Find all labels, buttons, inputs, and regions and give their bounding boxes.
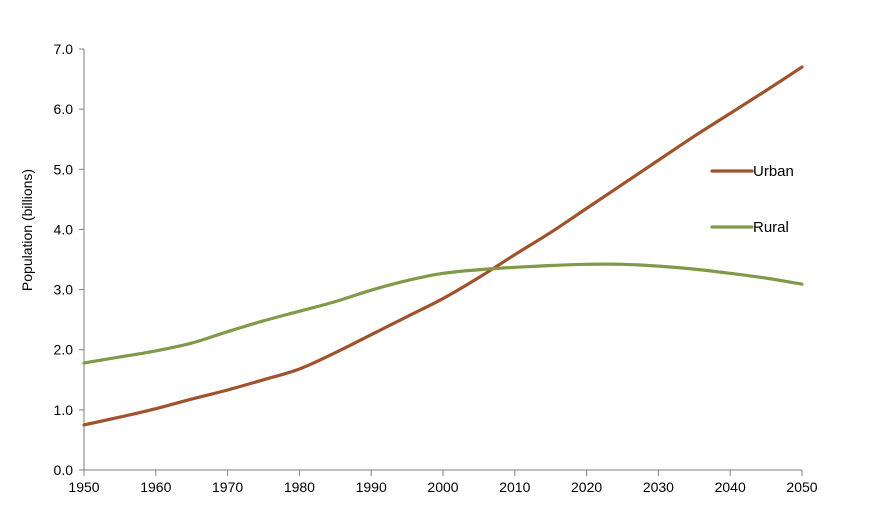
- x-tick-label: 2050: [786, 479, 817, 495]
- x-tick-label: 2010: [499, 479, 530, 495]
- series-lines: [82, 65, 804, 427]
- x-tick-label: 2020: [571, 479, 602, 495]
- x-tick-label: 1950: [68, 479, 99, 495]
- series-line-urban: [82, 65, 804, 427]
- legend-label: Rural: [753, 219, 789, 236]
- x-tick-label: 2040: [715, 479, 746, 495]
- x-tick-label: 2000: [427, 479, 458, 495]
- y-axis-title: Population (billions): [19, 169, 35, 291]
- y-tick-label: 4.0: [54, 221, 74, 237]
- x-axis: 1950 1960 1970 1980 1990 2000 2010 2020 2030 2040…: [68, 469, 818, 495]
- x-tick-label: 1990: [356, 479, 387, 495]
- legend-item-rural: Rural: [710, 219, 789, 236]
- legend: Urban Rural: [710, 163, 794, 236]
- y-tick-label: 3.0: [54, 282, 74, 298]
- y-tick-label: 1.0: [54, 402, 74, 418]
- legend-item-urban: Urban: [710, 163, 794, 180]
- y-tick-label: 6.0: [54, 101, 74, 117]
- x-tick-label: 1960: [140, 479, 171, 495]
- x-tick-label: 1970: [212, 479, 243, 495]
- x-tick-label: 2030: [643, 479, 674, 495]
- series-line-rural: [82, 262, 804, 365]
- y-tick-label: 7.0: [54, 41, 74, 57]
- y-tick-label: 2.0: [54, 342, 74, 358]
- x-tick-label: 1980: [284, 479, 315, 495]
- y-tick-label: 0.0: [54, 462, 74, 478]
- y-axis: 0.0 1.0 2.0 3.0 4.0 5.0 6.0 7.0: [54, 41, 85, 478]
- legend-label: Urban: [753, 163, 794, 180]
- y-tick-label: 5.0: [54, 161, 74, 177]
